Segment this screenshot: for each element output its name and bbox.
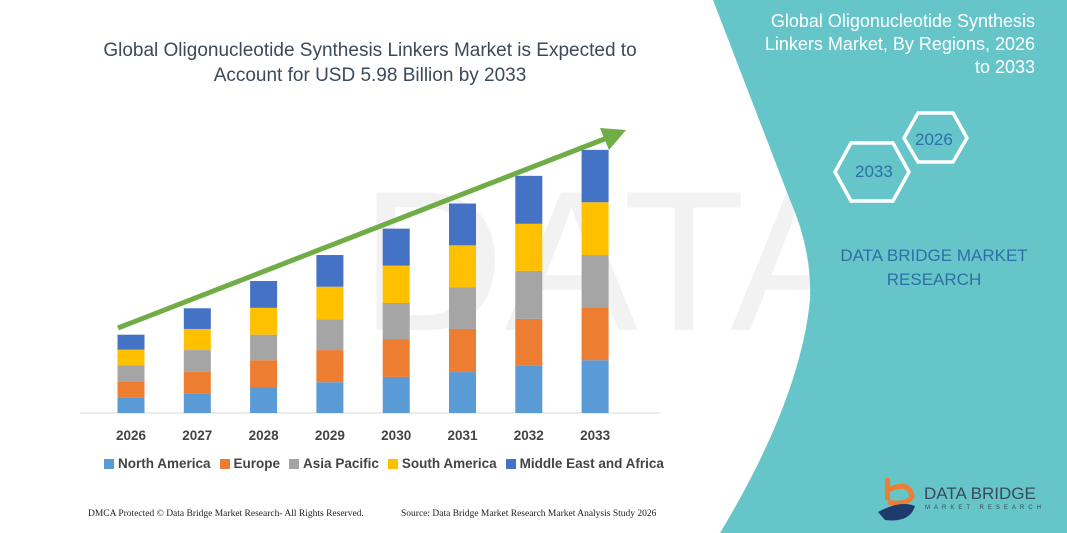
legend-swatch [104, 458, 114, 469]
legend-label: Europe [233, 456, 281, 471]
bar-2027-middle-east-and-africa [183, 308, 211, 329]
legend-item-north-america: North America [104, 456, 211, 471]
legend-swatch [505, 458, 516, 469]
bar-2031-north-america [449, 372, 476, 413]
legend-label: South America [401, 456, 497, 471]
watermark: DATA [360, 150, 864, 373]
x-tick-labels: 2026 2027 2028 2029 2030 2031 2032 2033 [116, 428, 611, 443]
bar-2027-south-america [183, 328, 211, 351]
bar-2030-middle-east-and-africa [382, 228, 410, 266]
hex-2026 [901, 111, 970, 164]
side-panel-title: Global Oligonucleotide Synthesis Linkers… [764, 11, 1035, 77]
side-panel [713, 0, 1067, 533]
x-tick-2027: 2027 [182, 428, 212, 443]
bar-2030-asia-pacific [382, 303, 410, 340]
bar-2029-europe [316, 350, 344, 383]
trend-arrow [117, 128, 626, 331]
footer-copyright: DMCA Protected © Data Bridge Market Rese… [88, 509, 364, 519]
bar-2029-middle-east-and-africa [316, 255, 344, 287]
bar-2032-south-america [515, 223, 543, 271]
bar-2026-europe [117, 381, 145, 398]
bar-2033-europe [581, 307, 609, 361]
legend-label: Asia Pacific [303, 456, 379, 471]
bar-2029-asia-pacific [316, 319, 344, 351]
legend-swatch [289, 458, 300, 469]
legend-label: Middle East and Africa [519, 456, 664, 471]
legend-item-south-america: South America [387, 456, 497, 471]
legend-item-middle-east-and-africa: Middle East and Africa [505, 456, 664, 471]
x-tick-2030: 2030 [381, 428, 411, 443]
bar-2032-north-america [515, 365, 543, 413]
logo-icon [878, 478, 915, 521]
bar-2028-middle-east-and-africa [250, 281, 278, 308]
bar-2029-south-america [316, 286, 344, 320]
hex-2033 [833, 141, 911, 203]
bar-2026-south-america [117, 349, 145, 366]
bar-2030-europe [382, 339, 410, 377]
bar-2031-south-america [449, 245, 476, 288]
bar-2033-asia-pacific [581, 255, 609, 308]
bar-2032-middle-east-and-africa [515, 175, 543, 224]
bar-2026-asia-pacific [117, 365, 145, 382]
brand-text: DATA BRIDGE MARKET RESEARCH [840, 246, 1028, 289]
logo-text: DATA BRIDGE [924, 484, 1036, 503]
bar-2033-south-america [581, 202, 609, 256]
bar-2028-north-america [250, 387, 278, 413]
bar-2033-middle-east-and-africa [581, 149, 609, 203]
bar-2028-asia-pacific [250, 334, 278, 361]
x-tick-2026: 2026 [116, 428, 147, 443]
x-tick-2029: 2029 [315, 428, 345, 443]
legend-item-asia-pacific: Asia Pacific [289, 456, 379, 471]
legend-item-europe: Europe [219, 456, 281, 471]
bar-2032-europe [515, 318, 543, 366]
x-tick-2032: 2032 [514, 428, 544, 443]
chart-title: Global Oligonucleotide Synthesis Linkers… [103, 40, 637, 86]
bar-2027-europe [183, 371, 211, 394]
legend-label: North America [118, 456, 211, 471]
hex-label-2033: 2033 [855, 162, 893, 181]
bar-2032-asia-pacific [515, 270, 543, 319]
bar-2031-europe [449, 328, 476, 373]
bar-2027-north-america [183, 393, 211, 413]
bar-2031-middle-east-and-africa [449, 203, 476, 246]
footer-source: Source: Data Bridge Market Research Mark… [401, 509, 657, 519]
hex-label-2026: 2026 [915, 130, 953, 149]
legend-swatch [219, 458, 230, 469]
bar-2029-north-america [316, 382, 344, 413]
bar-2028-south-america [250, 307, 278, 335]
bar-2028-europe [250, 360, 278, 388]
bar-2026-middle-east-and-africa [117, 334, 145, 350]
x-tick-2031: 2031 [447, 428, 478, 443]
bar-2026-north-america [117, 397, 145, 413]
bar-2033-north-america [581, 360, 609, 413]
logo-subtext: MARKET RESEARCH [925, 505, 1045, 511]
legend: North America Europe Asia Pacific South Ame… [104, 456, 664, 471]
bars [117, 149, 609, 413]
bar-2030-south-america [382, 265, 410, 303]
x-tick-2033: 2033 [580, 428, 611, 443]
legend-swatch [387, 458, 398, 469]
bar-2031-asia-pacific [449, 287, 476, 329]
bar-2030-north-america [382, 376, 410, 413]
x-tick-2028: 2028 [249, 428, 280, 443]
bar-2027-asia-pacific [183, 350, 211, 372]
